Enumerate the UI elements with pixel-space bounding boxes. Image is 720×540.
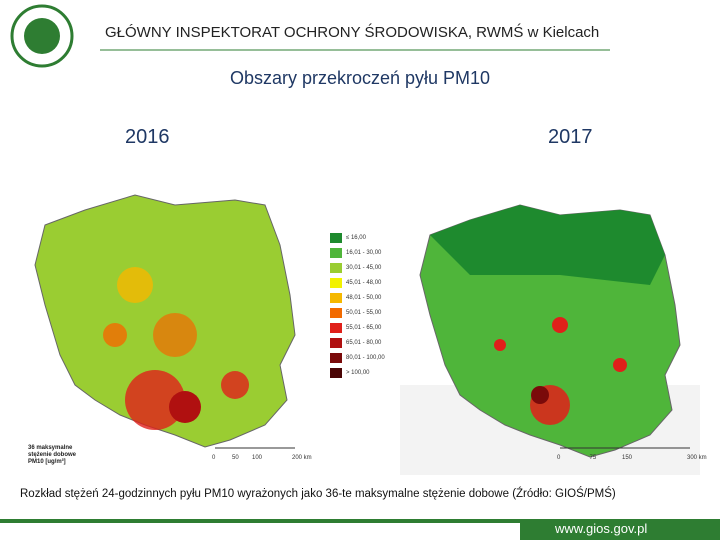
legend-swatch: [330, 322, 342, 333]
legend-item: 50,01 - 55,00: [330, 305, 385, 320]
legend-item: ≤ 16,00: [330, 230, 385, 245]
legend-swatch: [330, 262, 342, 273]
legend-item: 55,01 - 65,00: [330, 320, 385, 335]
scale-label: 50: [232, 455, 239, 461]
caption: Rozkład stężeń 24-godzinnych pyłu PM10 w…: [20, 488, 616, 500]
legend-title-line: 36 maksymalne: [28, 445, 73, 451]
footer-url: www.gios.gov.pl: [555, 521, 648, 536]
legend-item: 80,01 - 100,00: [330, 350, 385, 365]
legend-label: 50,01 - 55,00: [346, 309, 382, 316]
scale-label: 200 km: [292, 455, 312, 461]
legend-label: 65,01 - 80,00: [346, 339, 382, 346]
legend-swatch: [330, 277, 342, 288]
logo-inner: [24, 18, 60, 54]
legend-swatch: [330, 232, 342, 243]
legend-label: 80,01 - 100,00: [346, 354, 385, 361]
footer-bar: [520, 519, 720, 540]
legend-label: 45,01 - 48,00: [346, 279, 382, 286]
legend-item: 30,01 - 45,00: [330, 260, 385, 275]
legend-label: 30,01 - 45,00: [346, 264, 382, 271]
scale-label: 75: [589, 455, 597, 461]
legend-title: 36 maksymalne stężenie dobowe PM10 [ug/m³]: [28, 445, 76, 466]
legend-swatch: [330, 247, 342, 258]
legend-label: 55,01 - 65,00: [346, 324, 382, 331]
legend-item: > 100,00: [330, 365, 385, 380]
legend-label: ≤ 16,00: [346, 234, 366, 241]
legend-title-line: stężenie dobowe: [28, 452, 77, 458]
legend-label: > 100,00: [346, 369, 370, 376]
legend-item: 16,01 - 30,00: [330, 245, 385, 260]
year: 2016: [125, 126, 170, 148]
legend: ≤ 16,00 16,01 - 30,00 30,01 - 45,00 45,01 -…: [330, 230, 385, 380]
scale-label: 0: [212, 455, 216, 461]
legend-label: 16,01 - 30,00: [346, 249, 382, 256]
legend-item: 45,01 - 48,00: [330, 275, 385, 290]
map-2016: [34, 194, 296, 448]
legend-item: 65,01 - 80,00: [330, 335, 385, 350]
slide-title: Obszary przekroczeń pyłu PM10: [229, 68, 491, 88]
header-title: GŁÓWNY INSPEKTORAT OCHRONY ŚRODOWISKA, R…: [105, 24, 600, 41]
legend-swatch: [330, 307, 342, 318]
scale-label: 0: [557, 455, 561, 461]
year: 2017: [548, 126, 593, 148]
scale-label: 300 km: [687, 455, 707, 461]
legend-swatch: [330, 292, 342, 303]
legend-swatch: [330, 367, 342, 378]
legend-swatch: [330, 337, 342, 348]
scale-label: 100: [252, 455, 263, 461]
map-2017: [400, 204, 700, 475]
legend-item: 48,01 - 50,00: [330, 290, 385, 305]
legend-swatch: [330, 352, 342, 363]
legend-title-line: PM10 [ug/m³]: [28, 459, 66, 465]
scale-label: 150: [622, 455, 633, 461]
footer-rule: [0, 519, 720, 523]
legend-label: 48,01 - 50,00: [346, 294, 382, 301]
